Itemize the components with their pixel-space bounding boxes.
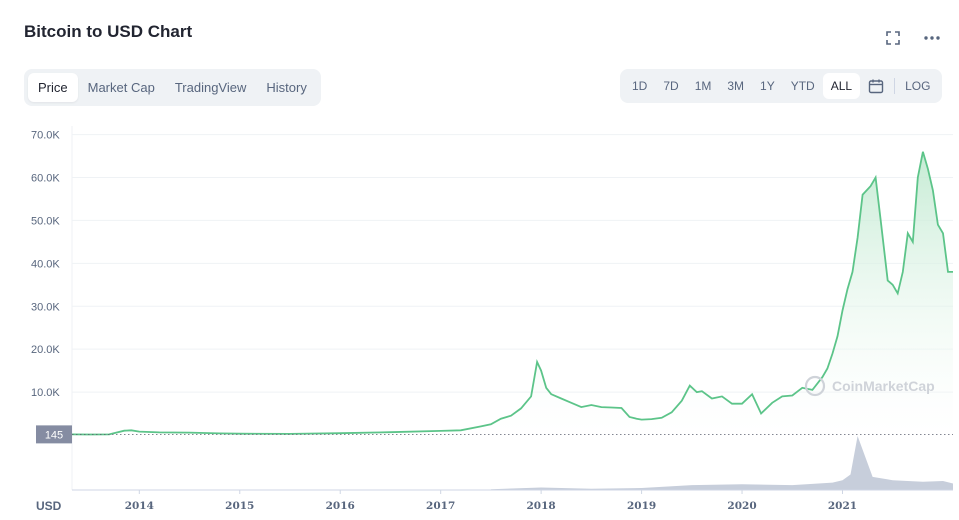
range-separator [894, 78, 896, 94]
range-7d[interactable]: 7D [663, 79, 679, 93]
log-toggle[interactable]: LOG [905, 79, 931, 93]
x-tick-label: 2018 [527, 500, 556, 512]
calendar-icon-glyph [868, 79, 884, 94]
volume-area [490, 436, 953, 490]
range-1d[interactable]: 1D [632, 79, 648, 93]
x-tick-label: 2015 [225, 500, 254, 512]
expand-icon[interactable] [882, 28, 904, 48]
tab-market-cap[interactable]: Market Cap [87, 80, 155, 95]
watermark: CoinMarketCap [804, 375, 935, 397]
y-tick-label: 70.0K [31, 130, 60, 142]
range-3m[interactable]: 3M [727, 79, 745, 93]
baseline-label: 145 [36, 425, 72, 444]
price-area [72, 151, 953, 435]
y-tick-label: 60.0K [31, 173, 60, 185]
x-tick-label: 2020 [727, 500, 756, 512]
currency-label: USD [36, 499, 62, 513]
watermark-text: CoinMarketCap [832, 378, 935, 394]
baseline-label-text: 145 [45, 429, 63, 441]
x-tick-label: 2019 [627, 500, 656, 512]
x-tick-label: 2017 [426, 500, 455, 512]
y-axis: 10.0K 20.0K 30.0K 40.0K 50.0K 60.0K 70.0K [31, 130, 60, 400]
calendar-icon[interactable] [860, 73, 892, 99]
x-tick-label: 2014 [125, 500, 154, 512]
range-1m[interactable]: 1M [694, 79, 712, 93]
range-ytd[interactable]: YTD [790, 79, 815, 93]
range-1y[interactable]: 1Y [760, 79, 775, 93]
y-tick-label: 30.0K [31, 301, 60, 313]
chart-type-tabs: Price Market Cap TradingView History [24, 69, 321, 106]
x-axis: 2014 2015 2016 2017 2018 2019 2020 2021 [125, 490, 857, 512]
range-all[interactable]: ALL [822, 73, 861, 99]
tab-history[interactable]: History [266, 80, 307, 95]
tab-tradingview[interactable]: TradingView [174, 80, 247, 95]
expand-icon-glyph [886, 31, 900, 45]
y-tick-label: 50.0K [31, 215, 60, 227]
grid [71, 126, 953, 490]
more-icon[interactable] [921, 28, 943, 48]
tab-price[interactable]: Price [28, 73, 78, 102]
price-line [71, 151, 953, 436]
y-tick-label: 40.0K [31, 258, 60, 270]
page-title: Bitcoin to USD Chart [24, 22, 193, 41]
x-tick-label: 2016 [326, 500, 355, 512]
x-tick-label: 2021 [828, 500, 857, 512]
more-icon-glyph [924, 36, 940, 40]
range-selector: 1D 7D 1M 3M 1Y YTD ALL LOG [620, 69, 943, 103]
y-tick-label: 10.0K [31, 387, 60, 399]
y-tick-label: 20.0K [31, 344, 60, 356]
